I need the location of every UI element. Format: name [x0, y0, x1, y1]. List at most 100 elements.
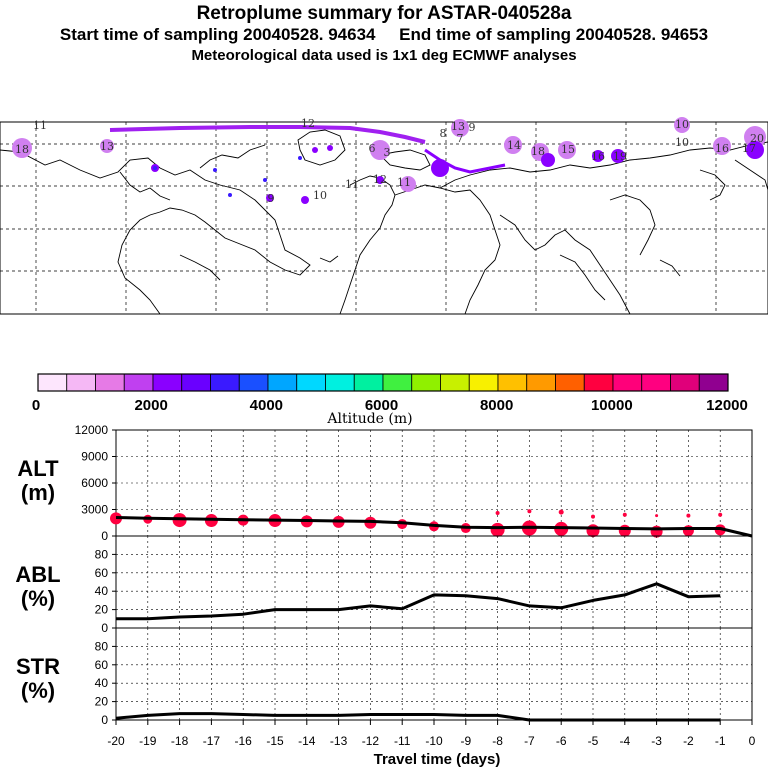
plume-cluster-circle — [153, 166, 157, 170]
colorbar-swatch — [670, 373, 700, 392]
colorbar-swatch — [612, 373, 643, 392]
x-tick-label: -16 — [235, 734, 253, 748]
x-tick-label: -10 — [425, 734, 443, 748]
altitude-marker — [618, 524, 631, 537]
plume-cluster-circle — [744, 126, 766, 148]
x-tick-label: -18 — [171, 734, 189, 748]
panel-label-abl: ABL — [15, 562, 60, 587]
colorbar-swatch — [583, 373, 614, 392]
plume-day-label: 11 — [33, 119, 47, 132]
altitude-marker — [591, 514, 595, 519]
plume-cluster-circle — [213, 168, 217, 172]
y-tick-label: 60 — [95, 658, 109, 672]
plume-day-label: 6 — [369, 142, 376, 155]
colorbar-swatch — [66, 373, 96, 392]
plume-cluster-circle — [611, 149, 625, 163]
series-line-str — [115, 712, 721, 722]
plume-day-label: 20 — [750, 132, 764, 145]
y-tick-label: 6000 — [81, 476, 108, 490]
sampling-time-subtitle: Start time of sampling 20040528. 94634 E… — [59, 25, 709, 44]
altitude-marker — [655, 514, 659, 518]
y-tick-label: 20 — [95, 695, 109, 709]
met-data-subtitle: Meteorological data used is 1x1 deg ECMW… — [191, 47, 577, 64]
colorbar-tick-label: 10000 — [591, 397, 633, 414]
colorbar-swatch — [296, 373, 326, 392]
colorbar-title: Altitude (m) — [326, 411, 412, 427]
x-tick-label: 0 — [749, 734, 756, 748]
altitude-marker — [622, 512, 627, 517]
plume-day-label: 13 — [451, 120, 465, 133]
plume-day-label: 18 — [531, 145, 545, 158]
retroplume-track — [12, 117, 766, 204]
panel-abl: 80 60 40 20 0 ABL(%) — [15, 535, 753, 635]
colorbar-swatch — [181, 373, 211, 392]
colorbar-swatch — [267, 373, 298, 392]
colorbar-swatch — [555, 373, 585, 392]
plume-cluster-circle — [674, 117, 690, 133]
plume-cluster-circle — [301, 196, 309, 204]
panel-unit-abl: (%) — [21, 586, 55, 611]
colorbar-swatch — [95, 373, 125, 392]
x-tick-label: -14 — [298, 734, 316, 748]
plume-cluster-circle — [746, 141, 764, 159]
colorbar-swatches — [37, 373, 729, 392]
plume-cluster-circle — [312, 147, 318, 153]
plume-day-label: 10 — [675, 136, 689, 149]
plume-cluster-circle — [370, 140, 390, 160]
plume-day-label: 10 — [675, 118, 689, 131]
chart-title: Retroplume summary for ASTAR-040528a — [196, 3, 572, 24]
plume-cluster-circle — [266, 194, 274, 202]
colorbar-swatch — [411, 373, 441, 392]
colorbar-swatch — [325, 373, 355, 392]
y-tick-label: 60 — [95, 566, 109, 580]
x-tick-label: -5 — [588, 734, 599, 748]
colorbar-swatch — [123, 373, 154, 392]
y-tick-label: 3000 — [81, 503, 108, 517]
altitude-marker — [490, 522, 505, 537]
plume-cluster-circle — [263, 178, 267, 182]
plume-day-label: 10 — [313, 189, 327, 202]
x-axis-title: Travel time (days) — [374, 751, 501, 768]
y-tick-label: 0 — [101, 713, 108, 727]
panel-unit-str: (%) — [21, 678, 55, 703]
plume-day-label: 17 — [742, 142, 756, 155]
plume-cluster-circle — [376, 176, 384, 184]
plume-day-label: 15 — [561, 143, 575, 156]
plume-upper-track — [109, 125, 426, 144]
y-tick-label: 40 — [95, 584, 109, 598]
panel-label-str: STR — [16, 654, 60, 679]
altitude-colorbar: 0 2000 4000 6000 8000 10000 12000 Altitude (m) — [32, 373, 748, 427]
x-tick-label: -8 — [492, 734, 503, 748]
plume-cluster-circle — [12, 138, 32, 158]
time-series-panels: 120009000600030000ALT(m)806040200ABL(%)8… — [15, 423, 753, 727]
colorbar-swatch — [641, 373, 671, 392]
plume-day-label: 7 — [457, 132, 464, 145]
x-tick-label: -15 — [266, 734, 284, 748]
x-tick-label: -19 — [139, 734, 157, 748]
plume-cluster-circle — [327, 145, 333, 151]
plume-day-label: 12 — [373, 173, 387, 186]
plume-day-label: 3 — [384, 146, 391, 159]
plume-cluster-circle — [400, 176, 416, 192]
x-tick-label: -13 — [330, 734, 348, 748]
x-tick-label: -6 — [556, 734, 567, 748]
panel-str: 80 60 40 20 0 STR(%) — [16, 627, 753, 727]
altitude-marker — [686, 513, 691, 518]
plume-day-label: 13 — [100, 140, 114, 153]
colorbar-tick-label: 6000 — [365, 397, 398, 414]
colorbar-swatch — [238, 373, 269, 392]
panel-alt: 12000 9000 6000 3000 0 ALT(m) — [17, 423, 753, 543]
x-tick-label: -3 — [651, 734, 662, 748]
y-tick-label: 0 — [101, 621, 108, 635]
plume-cluster-circle — [228, 193, 232, 197]
plume-day-label: 9 — [469, 121, 476, 134]
plume-day-label: 16 — [591, 150, 605, 163]
colorbar-tick-label: 2000 — [134, 397, 167, 414]
panel-label-alt: ALT — [17, 456, 59, 481]
colorbar-swatch — [468, 373, 499, 392]
plume-day-label: 9 — [268, 192, 275, 205]
x-tick-label: -17 — [203, 734, 221, 748]
colorbar-swatch — [210, 373, 240, 392]
